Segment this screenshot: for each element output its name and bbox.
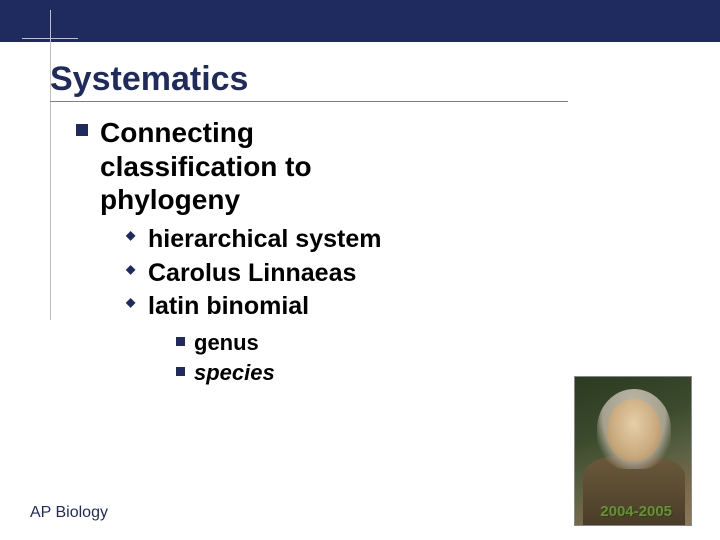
footer-year-label: 2004-2005 [600,503,672,520]
bullet-l3-item: genus [176,328,720,358]
bullet-l1-text: Connecting classification to phylogeny [80,116,400,217]
bullet-l2-item: hierarchical system [126,223,720,257]
crosshair-decoration [30,18,70,58]
bullet-l2-item: Carolus Linnaeas [126,257,720,291]
bullet-level1: Connecting classification to phylogeny [80,116,720,217]
bullet-l2-item: latin binomial [126,290,720,324]
square-bullet-icon [76,124,88,136]
title-row: Systematics [0,60,720,102]
content-area: Connecting classification to phylogeny h… [0,102,720,387]
header-bar [0,0,720,42]
footer-course-label: AP Biology [30,504,108,522]
bullet-level2-list: hierarchical system Carolus Linnaeas lat… [80,223,720,324]
portrait-head-shape [607,399,661,461]
slide-title: Systematics [50,60,568,102]
